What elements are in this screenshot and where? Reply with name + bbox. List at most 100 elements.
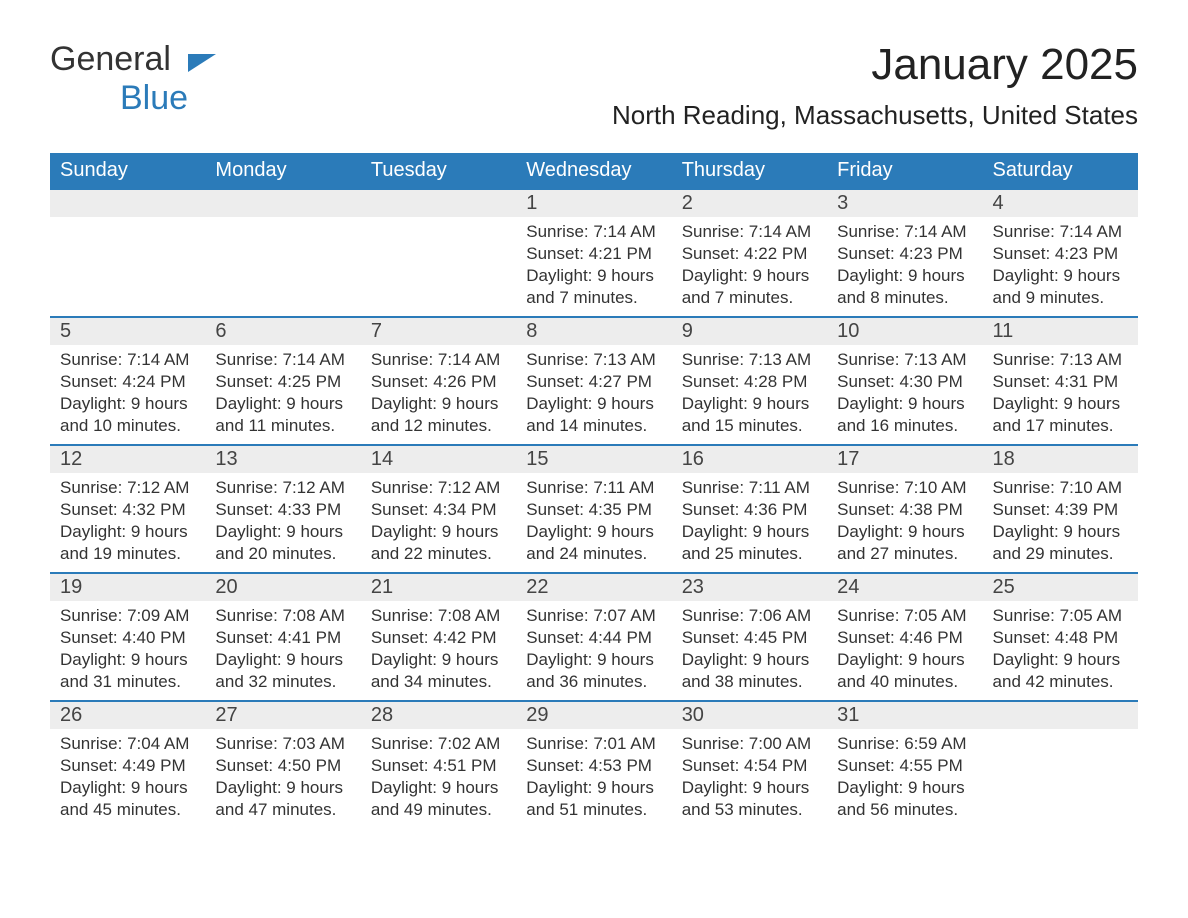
day-content: Sunrise: 7:14 AMSunset: 4:22 PMDaylight:… <box>672 217 827 313</box>
sunset-text: Sunset: 4:23 PM <box>837 243 972 265</box>
day-cell: 8Sunrise: 7:13 AMSunset: 4:27 PMDaylight… <box>516 317 671 445</box>
daylight-text: Daylight: 9 hours and 10 minutes. <box>60 393 195 437</box>
sunset-text: Sunset: 4:24 PM <box>60 371 195 393</box>
day-number: 2 <box>672 190 827 217</box>
daylight-text: Daylight: 9 hours and 17 minutes. <box>993 393 1128 437</box>
day-cell: 15Sunrise: 7:11 AMSunset: 4:35 PMDayligh… <box>516 445 671 573</box>
day-cell: 3Sunrise: 7:14 AMSunset: 4:23 PMDaylight… <box>827 189 982 317</box>
day-cell: 20Sunrise: 7:08 AMSunset: 4:41 PMDayligh… <box>205 573 360 701</box>
day-number: 14 <box>361 446 516 473</box>
day-cell: 4Sunrise: 7:14 AMSunset: 4:23 PMDaylight… <box>983 189 1138 317</box>
day-number: 24 <box>827 574 982 601</box>
sunrise-text: Sunrise: 7:12 AM <box>371 477 506 499</box>
day-header: Saturday <box>983 153 1138 189</box>
title-block: January 2025 North Reading, Massachusett… <box>612 40 1138 145</box>
day-content: Sunrise: 7:14 AMSunset: 4:21 PMDaylight:… <box>516 217 671 313</box>
sunrise-text: Sunrise: 7:05 AM <box>993 605 1128 627</box>
day-number: 16 <box>672 446 827 473</box>
day-content <box>983 729 1138 809</box>
day-cell: 7Sunrise: 7:14 AMSunset: 4:26 PMDaylight… <box>361 317 516 445</box>
logo-flag-icon <box>188 46 224 85</box>
sunrise-text: Sunrise: 7:10 AM <box>993 477 1128 499</box>
week-row: 5Sunrise: 7:14 AMSunset: 4:24 PMDaylight… <box>50 317 1138 445</box>
daylight-text: Daylight: 9 hours and 45 minutes. <box>60 777 195 821</box>
sunrise-text: Sunrise: 7:12 AM <box>215 477 350 499</box>
daylight-text: Daylight: 9 hours and 7 minutes. <box>682 265 817 309</box>
logo-text-blue: Blue <box>120 79 188 117</box>
day-content: Sunrise: 7:12 AMSunset: 4:34 PMDaylight:… <box>361 473 516 569</box>
sunrise-text: Sunrise: 7:12 AM <box>60 477 195 499</box>
logo-text-general: General <box>50 40 171 78</box>
sunrise-text: Sunrise: 7:11 AM <box>682 477 817 499</box>
day-cell: 12Sunrise: 7:12 AMSunset: 4:32 PMDayligh… <box>50 445 205 573</box>
day-content: Sunrise: 7:05 AMSunset: 4:48 PMDaylight:… <box>983 601 1138 697</box>
sunset-text: Sunset: 4:42 PM <box>371 627 506 649</box>
day-cell: 5Sunrise: 7:14 AMSunset: 4:24 PMDaylight… <box>50 317 205 445</box>
sunrise-text: Sunrise: 7:05 AM <box>837 605 972 627</box>
sunrise-text: Sunrise: 7:14 AM <box>682 221 817 243</box>
day-cell <box>205 189 360 317</box>
day-cell: 1Sunrise: 7:14 AMSunset: 4:21 PMDaylight… <box>516 189 671 317</box>
sunrise-text: Sunrise: 7:01 AM <box>526 733 661 755</box>
day-header: Sunday <box>50 153 205 189</box>
daylight-text: Daylight: 9 hours and 12 minutes. <box>371 393 506 437</box>
daylight-text: Daylight: 9 hours and 53 minutes. <box>682 777 817 821</box>
sunrise-text: Sunrise: 7:06 AM <box>682 605 817 627</box>
daylight-text: Daylight: 9 hours and 7 minutes. <box>526 265 661 309</box>
sunrise-text: Sunrise: 7:03 AM <box>215 733 350 755</box>
sunset-text: Sunset: 4:41 PM <box>215 627 350 649</box>
day-content: Sunrise: 7:00 AMSunset: 4:54 PMDaylight:… <box>672 729 827 825</box>
day-content: Sunrise: 7:14 AMSunset: 4:23 PMDaylight:… <box>827 217 982 313</box>
sunset-text: Sunset: 4:50 PM <box>215 755 350 777</box>
day-content <box>50 217 205 297</box>
day-cell: 14Sunrise: 7:12 AMSunset: 4:34 PMDayligh… <box>361 445 516 573</box>
day-content: Sunrise: 7:09 AMSunset: 4:40 PMDaylight:… <box>50 601 205 697</box>
day-number: 13 <box>205 446 360 473</box>
day-number: 7 <box>361 318 516 345</box>
sunrise-text: Sunrise: 7:13 AM <box>682 349 817 371</box>
daylight-text: Daylight: 9 hours and 20 minutes. <box>215 521 350 565</box>
daylight-text: Daylight: 9 hours and 24 minutes. <box>526 521 661 565</box>
week-row: 1Sunrise: 7:14 AMSunset: 4:21 PMDaylight… <box>50 189 1138 317</box>
day-cell: 30Sunrise: 7:00 AMSunset: 4:54 PMDayligh… <box>672 701 827 829</box>
sunrise-text: Sunrise: 7:08 AM <box>215 605 350 627</box>
daylight-text: Daylight: 9 hours and 8 minutes. <box>837 265 972 309</box>
day-cell: 6Sunrise: 7:14 AMSunset: 4:25 PMDaylight… <box>205 317 360 445</box>
day-content: Sunrise: 7:04 AMSunset: 4:49 PMDaylight:… <box>50 729 205 825</box>
day-cell: 25Sunrise: 7:05 AMSunset: 4:48 PMDayligh… <box>983 573 1138 701</box>
day-header: Thursday <box>672 153 827 189</box>
day-number: 22 <box>516 574 671 601</box>
day-cell: 21Sunrise: 7:08 AMSunset: 4:42 PMDayligh… <box>361 573 516 701</box>
day-number: 6 <box>205 318 360 345</box>
sunset-text: Sunset: 4:35 PM <box>526 499 661 521</box>
day-cell: 16Sunrise: 7:11 AMSunset: 4:36 PMDayligh… <box>672 445 827 573</box>
day-number <box>50 190 205 217</box>
daylight-text: Daylight: 9 hours and 22 minutes. <box>371 521 506 565</box>
day-content: Sunrise: 7:14 AMSunset: 4:25 PMDaylight:… <box>205 345 360 441</box>
day-content: Sunrise: 7:12 AMSunset: 4:33 PMDaylight:… <box>205 473 360 569</box>
sunset-text: Sunset: 4:45 PM <box>682 627 817 649</box>
sunset-text: Sunset: 4:33 PM <box>215 499 350 521</box>
sunset-text: Sunset: 4:26 PM <box>371 371 506 393</box>
day-number: 9 <box>672 318 827 345</box>
sunrise-text: Sunrise: 7:14 AM <box>526 221 661 243</box>
logo: General Blue <box>50 40 194 118</box>
sunrise-text: Sunrise: 7:10 AM <box>837 477 972 499</box>
sunset-text: Sunset: 4:46 PM <box>837 627 972 649</box>
header: General Blue January 2025 North Reading,… <box>50 40 1138 145</box>
daylight-text: Daylight: 9 hours and 36 minutes. <box>526 649 661 693</box>
sunset-text: Sunset: 4:25 PM <box>215 371 350 393</box>
sunrise-text: Sunrise: 7:07 AM <box>526 605 661 627</box>
calendar-table: SundayMondayTuesdayWednesdayThursdayFrid… <box>50 153 1138 829</box>
sunrise-text: Sunrise: 7:14 AM <box>993 221 1128 243</box>
sunrise-text: Sunrise: 7:04 AM <box>60 733 195 755</box>
sunset-text: Sunset: 4:30 PM <box>837 371 972 393</box>
day-content: Sunrise: 7:13 AMSunset: 4:28 PMDaylight:… <box>672 345 827 441</box>
day-cell: 23Sunrise: 7:06 AMSunset: 4:45 PMDayligh… <box>672 573 827 701</box>
day-number: 17 <box>827 446 982 473</box>
sunset-text: Sunset: 4:55 PM <box>837 755 972 777</box>
sunrise-text: Sunrise: 7:02 AM <box>371 733 506 755</box>
day-header: Wednesday <box>516 153 671 189</box>
sunrise-text: Sunrise: 7:13 AM <box>526 349 661 371</box>
sunset-text: Sunset: 4:48 PM <box>993 627 1128 649</box>
